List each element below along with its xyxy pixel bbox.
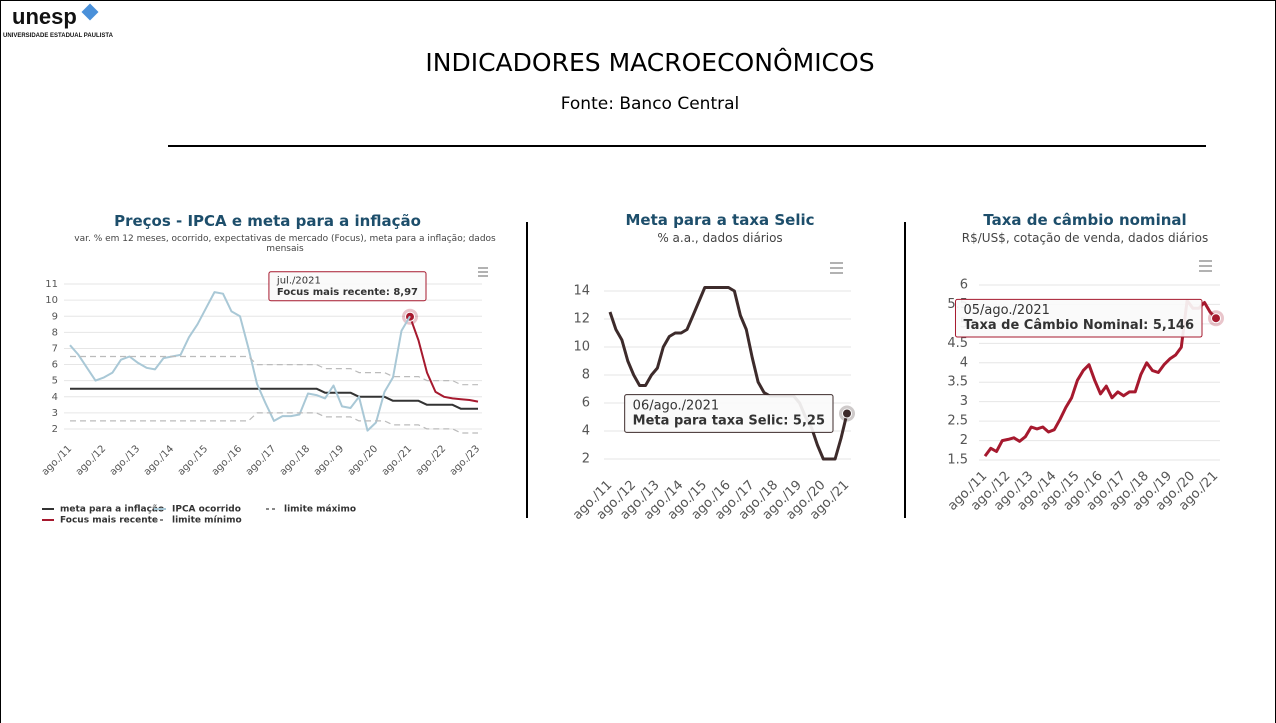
series-line: [409, 316, 479, 403]
x-tick-label: ago./15: [176, 443, 210, 477]
y-tick-label: 6: [582, 396, 590, 411]
legend-label: limite máximo: [284, 505, 356, 515]
y-tick-label: 4: [582, 424, 590, 439]
x-tick-label: ago./11: [40, 443, 74, 477]
x-tick-label: ago./12: [74, 443, 108, 477]
tooltip-title: 06/ago./2021: [633, 398, 719, 413]
series-line: [70, 355, 478, 386]
y-tick-label: 4.5: [947, 336, 968, 351]
tooltip-box: [268, 271, 427, 302]
y-tick-label: 12: [573, 312, 590, 327]
tooltip-box: [954, 298, 1203, 338]
x-tick-label: ago./13: [108, 443, 142, 477]
chart-subtitle: R$/US$, cotação de venda, dados diários: [961, 231, 1209, 245]
y-tick-label: 3: [960, 394, 968, 409]
y-tick-label: 2: [52, 424, 58, 435]
chart-title: Preços - IPCA e meta para a inflação: [114, 212, 421, 230]
legend-label: IPCA ocorrido: [172, 505, 241, 515]
y-tick-label: 9: [52, 311, 58, 322]
x-tick-label: ago./18: [278, 443, 312, 477]
slide-title: INDICADORES MACROECONÔMICOS: [425, 48, 875, 77]
series-line: [69, 291, 411, 432]
separator: [904, 222, 906, 518]
chart-title: Meta para a taxa Selic: [625, 211, 815, 229]
y-tick-label: 8: [52, 327, 58, 338]
series-line: [70, 387, 478, 410]
y-tick-label: 2: [582, 452, 590, 467]
legend-label: limite mínimo: [172, 516, 242, 526]
x-tick-label: ago./17: [244, 443, 278, 477]
chart-title: Taxa de câmbio nominal: [983, 211, 1187, 229]
highlight-point: [1211, 313, 1221, 324]
y-tick-label: 1.5: [947, 453, 968, 468]
legend-label: Focus mais recente: [60, 516, 158, 526]
y-tick-label: 4: [52, 392, 58, 403]
y-tick-label: 2.5: [947, 414, 968, 429]
x-tick-label: ago./20: [346, 443, 380, 477]
y-tick-label: 3: [52, 408, 58, 419]
tooltip-text: Meta para taxa Selic: 5,25: [633, 414, 825, 429]
series-line: [983, 299, 1218, 457]
x-tick-label: ago./16: [210, 443, 244, 477]
y-tick-label: 11: [45, 279, 58, 290]
series-line: [70, 412, 478, 434]
highlight-point: [842, 408, 852, 419]
x-tick-label: ago./19: [312, 443, 346, 477]
series-line: [608, 286, 849, 461]
x-tick-label: ago./23: [448, 443, 482, 477]
menu-icon[interactable]: [1199, 260, 1212, 272]
y-tick-label: 7: [52, 343, 58, 354]
logo-subtitle: UNIVERSIDADE ESTADUAL PAULISTA: [3, 33, 113, 39]
tooltip-title: 05/ago./2021: [963, 303, 1049, 318]
y-tick-label: 10: [45, 295, 58, 306]
tooltip-text: Taxa de Câmbio Nominal: 5,146: [963, 318, 1194, 333]
y-tick-label: 6: [960, 277, 968, 292]
y-tick-label: 10: [573, 340, 590, 355]
separator: [526, 222, 528, 518]
y-tick-label: 14: [573, 284, 590, 299]
header-rule: [168, 145, 1206, 147]
chart-subtitle: var. % em 12 meses, ocorrido, expectativ…: [74, 234, 496, 254]
chart-subtitle: % a.a., dados diários: [657, 231, 783, 245]
x-tick-label: ago./22: [414, 443, 448, 477]
logo: unesp: [12, 4, 77, 29]
tooltip-title: jul./2021: [276, 275, 321, 286]
y-tick-label: 2: [960, 433, 968, 448]
legend-label: meta para a inflação: [60, 505, 164, 515]
y-tick-label: 3.5: [947, 375, 968, 390]
source: Fonte: Banco Central: [560, 94, 740, 114]
menu-icon[interactable]: [478, 267, 488, 277]
x-tick-label: ago./14: [142, 443, 176, 477]
tooltip-text: Focus mais recente: 8,97: [277, 287, 418, 298]
tooltip-box: [624, 394, 834, 433]
x-tick-label: ago./21: [380, 443, 414, 477]
y-tick-label: 8: [582, 368, 590, 383]
y-tick-label: 5: [52, 376, 58, 387]
menu-icon[interactable]: [830, 262, 843, 274]
y-tick-label: 4: [960, 355, 968, 370]
y-tick-label: 6: [52, 360, 58, 371]
